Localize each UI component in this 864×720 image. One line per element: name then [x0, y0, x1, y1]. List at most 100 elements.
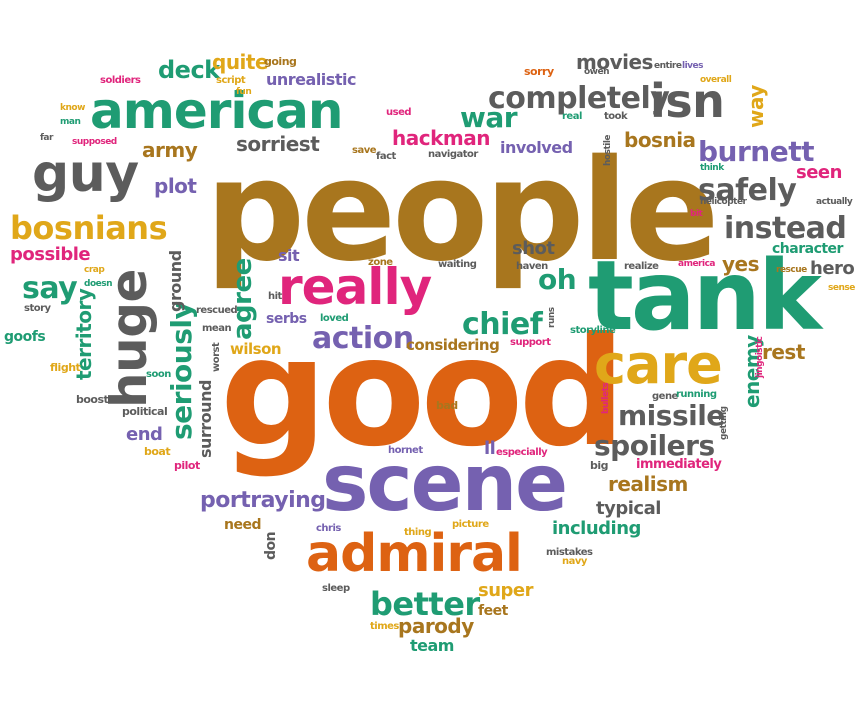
word-ground: ground [166, 250, 185, 312]
word-tank: tank [588, 240, 822, 352]
word-chris: chris [316, 523, 341, 534]
word-especially: especially [496, 447, 548, 458]
word-script: script [216, 75, 246, 86]
word-supposed: supposed [72, 137, 117, 147]
word-don: don [263, 531, 279, 560]
word-america: america [678, 259, 716, 269]
word-mean: mean [202, 323, 232, 334]
word-doesn: doesn [84, 279, 113, 289]
word-picture: picture [452, 519, 489, 530]
word-mistakes: mistakes [546, 547, 593, 558]
word-sleep: sleep [322, 583, 350, 594]
word-action: action [312, 321, 414, 356]
word-bit: bit [690, 209, 703, 219]
word-super: super [478, 580, 534, 601]
word-soldiers: soldiers [100, 75, 141, 86]
word-better: better [370, 585, 480, 623]
word-support: support [510, 337, 551, 348]
word-parody: parody [398, 614, 474, 638]
word-entire: entire [654, 61, 682, 71]
word-hornet: hornet [388, 445, 423, 456]
word-quite: quite [212, 50, 269, 74]
word-people: people [205, 130, 720, 293]
word-goofs: goofs [4, 329, 46, 345]
word-lives: lives [682, 61, 704, 71]
word-safely: safely [698, 173, 797, 208]
word-possible: possible [10, 244, 91, 265]
word-chief: chief [462, 307, 543, 342]
word-overall: overall [700, 75, 732, 85]
word-story: story [24, 303, 51, 314]
word-navy: navy [562, 556, 587, 567]
word-completely: completely [488, 81, 670, 116]
word-say: say [22, 271, 78, 306]
word-movies: movies [576, 50, 653, 74]
word-agree: agree [228, 258, 258, 340]
word-deck: deck [158, 56, 220, 84]
word-flight: flight [50, 361, 81, 374]
word-surround: surround [196, 380, 215, 458]
word-loved: loved [320, 313, 349, 324]
word-serbs: serbs [266, 311, 307, 327]
word-burnett: burnett [698, 135, 814, 168]
word-spoilers: spoilers [594, 429, 715, 462]
word-including: including [552, 518, 641, 539]
word-typical: typical [596, 498, 661, 519]
word-hostile: hostile [603, 134, 613, 166]
word-owen: owen [584, 67, 610, 77]
word-sorry: sorry [524, 65, 554, 78]
word-took: took [604, 111, 628, 122]
word-character: character [772, 241, 843, 257]
word-rescue: rescue [776, 265, 807, 275]
word-pilot: pilot [174, 459, 200, 472]
word-runs: runs [547, 307, 557, 328]
word-isn: isn [650, 74, 725, 128]
word-plot: plot [154, 174, 197, 198]
word-gene: gene [652, 391, 678, 402]
word-instead: instead [724, 211, 847, 246]
word-involved: involved [500, 138, 573, 157]
word-seen: seen [796, 162, 842, 183]
word-american: american [90, 82, 344, 140]
word-shot: shot [512, 238, 555, 259]
word-yes: yes [722, 252, 760, 276]
word-admiral: admiral [306, 524, 523, 584]
word-scene: scene [322, 439, 568, 529]
word-good: good [220, 306, 626, 480]
word-bullets: bullets [601, 382, 611, 414]
word-huge: huge [100, 269, 158, 408]
word-storyline: storyline [570, 325, 616, 336]
word-man: man [60, 117, 81, 127]
word-running: running [676, 389, 717, 400]
word-crap: crap [84, 265, 105, 275]
word-haven: haven [516, 261, 548, 272]
word-worst: worst [211, 342, 222, 372]
word-fact: fact [376, 151, 396, 162]
word-actually: actually [816, 197, 853, 207]
word-need: need [224, 517, 261, 533]
word-big: big [590, 459, 609, 472]
word-wilson: wilson [230, 340, 282, 358]
word-real: real [562, 111, 582, 122]
word-thing: thing [404, 527, 432, 538]
word-team: team [410, 636, 454, 655]
word-bad: bad [436, 399, 458, 412]
word-realism: realism [608, 472, 688, 496]
word-going: going [264, 55, 297, 68]
word-zone: zone [368, 257, 393, 268]
word-considering: considering [406, 336, 500, 354]
word-seriously: seriously [165, 301, 198, 440]
word-far: far [40, 133, 53, 143]
word-really: really [278, 258, 432, 316]
word-boost: boost [76, 393, 109, 406]
word-political: political [122, 405, 168, 418]
word-realize: realize [624, 261, 659, 272]
word-hackman: hackman [392, 126, 490, 150]
word-portraying: portraying [200, 488, 326, 513]
word-fun: fun [236, 87, 252, 97]
word-care: care [594, 333, 723, 396]
word-times: times [370, 621, 399, 632]
word-navigator: navigator [428, 149, 478, 160]
word-missile: missile [618, 399, 725, 432]
